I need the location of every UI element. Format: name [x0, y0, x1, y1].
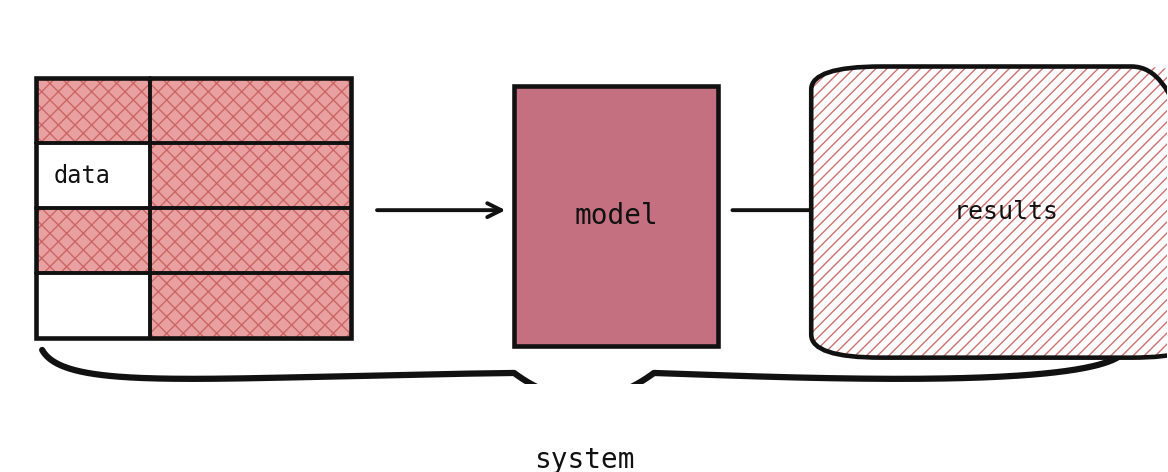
Bar [36, 78, 150, 143]
Bar [36, 208, 150, 273]
Bar [150, 273, 350, 338]
Bar [150, 78, 350, 143]
Bar [150, 208, 350, 273]
Bar [150, 208, 350, 273]
FancyBboxPatch shape [812, 67, 1168, 358]
Bar [150, 143, 350, 208]
Bar [36, 273, 150, 338]
Bar [36, 78, 150, 143]
Bar [150, 143, 350, 208]
Text: system: system [534, 446, 634, 472]
Text: data: data [54, 164, 110, 188]
Text: model: model [575, 202, 658, 230]
Bar [36, 78, 350, 338]
Bar [36, 143, 150, 208]
Bar [150, 273, 350, 338]
Bar [36, 208, 150, 273]
Text: results: results [954, 200, 1059, 224]
Bar [150, 78, 350, 143]
Bar [514, 85, 718, 346]
